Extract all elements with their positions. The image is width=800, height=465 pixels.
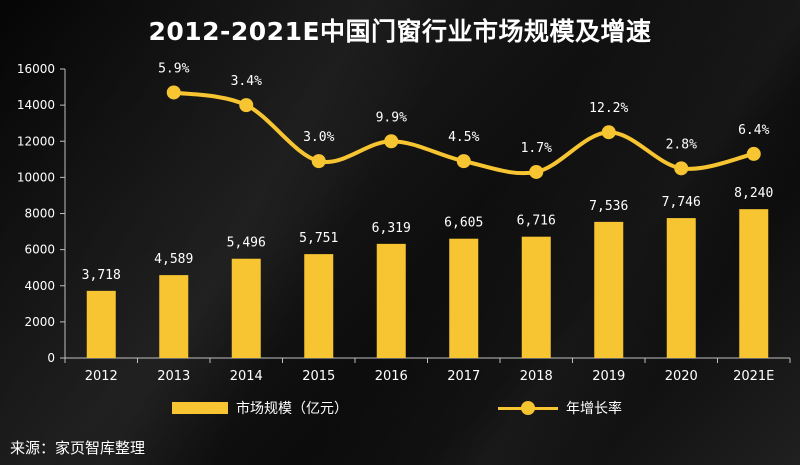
legend-bar-label: 市场规模（亿元）	[236, 401, 348, 417]
growth-value-label: 1.7%	[521, 141, 552, 156]
legend-line-label: 年增长率	[566, 401, 622, 417]
growth-value-label: 9.9%	[376, 110, 407, 125]
x-tick-label: 2015	[302, 369, 335, 384]
bar	[86, 290, 116, 358]
growth-point	[456, 154, 471, 169]
bar	[521, 236, 551, 358]
bar	[594, 221, 624, 358]
bar	[666, 218, 696, 358]
growth-point	[384, 134, 399, 149]
bar-value-label: 7,746	[662, 195, 701, 210]
growth-value-label: 3.0%	[303, 130, 334, 145]
legend-item-bar: 市场规模（亿元）	[172, 398, 348, 418]
bar	[449, 238, 479, 358]
legend: 市场规模（亿元） 年增长率	[0, 398, 800, 422]
growth-point	[529, 164, 544, 179]
growth-point	[311, 154, 326, 169]
y-tick-label: 2000	[24, 315, 55, 329]
x-tick-label: 2014	[230, 369, 263, 384]
bar-value-label: 5,496	[227, 236, 266, 251]
y-tick-label: 10000	[17, 170, 55, 184]
bar	[739, 209, 769, 358]
y-tick-label: 16000	[17, 62, 55, 76]
growth-value-label: 5.9%	[158, 61, 189, 76]
growth-value-label: 12.2%	[589, 101, 628, 116]
x-tick-label: 2012	[85, 369, 118, 384]
x-tick-label: 2019	[592, 369, 625, 384]
bar-value-label: 4,589	[154, 252, 193, 267]
source-note: 来源：家页智库整理	[10, 439, 146, 457]
growth-value-label: 3.4%	[231, 74, 262, 89]
chart-title: 2012-2021E中国门窗行业市场规模及增速	[148, 17, 652, 46]
y-tick-label: 14000	[17, 98, 55, 112]
bar	[304, 254, 334, 358]
y-tick-label: 0	[47, 351, 55, 365]
x-tick-label: 2020	[665, 369, 698, 384]
bar	[231, 258, 261, 358]
legend-bar-swatch	[172, 402, 228, 414]
y-tick-label: 8000	[24, 207, 55, 221]
legend-item-line: 年增长率	[498, 398, 622, 418]
growth-point	[674, 161, 689, 176]
bar-value-label: 7,536	[589, 199, 628, 214]
growth-value-label: 6.4%	[738, 123, 769, 138]
x-tick-label: 2018	[520, 369, 553, 384]
bar	[159, 275, 189, 358]
bar-value-label: 3,718	[82, 268, 121, 283]
growth-value-label: 2.8%	[666, 137, 697, 152]
growth-point	[601, 125, 616, 140]
y-tick-label: 12000	[17, 134, 55, 148]
x-tick-label: 2017	[447, 369, 480, 384]
x-tick-label: 2013	[157, 369, 190, 384]
y-tick-label: 6000	[24, 243, 55, 257]
x-tick-label: 2021E	[733, 369, 774, 384]
growth-point	[746, 146, 761, 161]
bar-value-label: 5,751	[299, 231, 338, 246]
x-tick-label: 2016	[375, 369, 408, 384]
bar-value-label: 6,319	[372, 221, 411, 236]
growth-value-label: 4.5%	[448, 130, 479, 145]
bar-value-label: 6,716	[517, 214, 556, 229]
bar-value-label: 8,240	[734, 186, 773, 201]
growth-point	[166, 85, 181, 100]
y-tick-label: 4000	[24, 279, 55, 293]
bar	[376, 243, 406, 358]
legend-line-swatch	[498, 401, 558, 415]
growth-point	[239, 98, 254, 113]
bar-value-label: 6,605	[444, 216, 483, 231]
